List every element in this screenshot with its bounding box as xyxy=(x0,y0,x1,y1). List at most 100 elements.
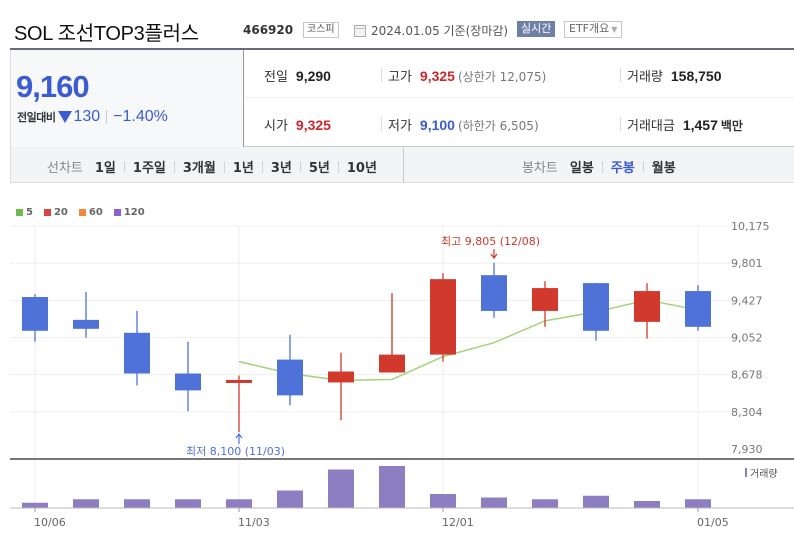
chart-legend: 5 20 60 120 xyxy=(16,207,156,218)
legend-swatch xyxy=(113,209,121,216)
volume-bar xyxy=(277,490,303,508)
stat-value: 9,290 xyxy=(295,68,331,84)
tab-weekly[interactable]: 주봉 xyxy=(610,161,635,176)
stat-label: 저가 xyxy=(388,119,412,134)
tab-5years[interactable]: 5년 xyxy=(308,161,330,176)
date-text: 2024.01.05 기준(장마감) xyxy=(371,24,509,38)
x-tick-label: 12/01 xyxy=(442,516,474,529)
candle xyxy=(634,291,660,322)
volume-bar xyxy=(583,495,609,508)
divider xyxy=(642,160,644,173)
down-arrow-icon xyxy=(58,111,73,123)
legend-ma120: 120 xyxy=(113,207,145,218)
calendar-icon xyxy=(354,25,366,37)
stock-title: SOL 조선TOP3플러스 xyxy=(14,23,199,45)
stat-label: 거래량 xyxy=(627,70,663,85)
legend-swatch xyxy=(78,209,86,216)
legend-label: 60 xyxy=(88,207,103,218)
volume-bar xyxy=(22,502,48,508)
stat-label: 전일 xyxy=(264,70,288,85)
tab-1year[interactable]: 1년 xyxy=(232,161,254,176)
y-tick-label: 10,175 xyxy=(731,220,770,233)
stat-label: 고가 xyxy=(388,70,412,85)
line-chart-tabs: 선차트 1일 1주일 3개월 1년 3년 5년 10년 xyxy=(47,157,377,176)
stat-value: 158,750 xyxy=(670,68,722,84)
change-value: 130 xyxy=(73,108,101,125)
candle-chart-tabs: 봉차트 일봉 주봉 월봉 xyxy=(522,157,676,176)
upper-limit: (상한가 12,075) xyxy=(457,70,547,84)
divider xyxy=(381,68,382,82)
volume-label: 거래량 xyxy=(750,468,778,480)
legend-swatch xyxy=(16,209,23,216)
stat-label: 시가 xyxy=(264,119,288,134)
low-annotation: 최저 8,100 (11/03) xyxy=(186,445,285,458)
divider xyxy=(620,68,621,82)
candle-chart-label: 봉차트 xyxy=(522,161,558,176)
y-tick-label: 8,304 xyxy=(731,406,763,419)
legend-label: 5 xyxy=(26,207,33,218)
divider xyxy=(173,160,175,173)
volume-bar xyxy=(481,497,507,508)
stats-row: 시가 9,325 저가 9,100 (하한가 6,505) 거래대금 1,457… xyxy=(245,99,794,147)
candle xyxy=(175,373,201,391)
chart-period-bar: 선차트 1일 1주일 3개월 1년 3년 5년 10년 봉차트 일봉 주봉 월봉 xyxy=(10,147,794,183)
stat-unit: 백만 xyxy=(720,119,743,133)
volume-bar xyxy=(73,499,99,508)
etf-overview-button[interactable]: ETF개요 ▼ xyxy=(564,21,623,38)
price-summary: 9,160 전일대비 130 −1.40% 전일 9,290 고가 9,325 … xyxy=(10,50,794,147)
legend-ma60: 60 xyxy=(78,207,103,218)
candle xyxy=(73,319,99,329)
chevron-down-icon: ▼ xyxy=(611,25,618,34)
chart-canvas: 10,175 9,801 9,427 9,052 8,678 8,304 7,930 최고 9… xyxy=(10,220,794,529)
stock-code: 466920 xyxy=(243,23,294,37)
legend-swatch xyxy=(43,209,51,216)
realtime-button[interactable]: 실시간 xyxy=(517,21,556,37)
tab-1week[interactable]: 1주일 xyxy=(132,161,166,176)
candle xyxy=(685,291,711,327)
legend-ma20: 20 xyxy=(43,207,68,218)
tab-monthly[interactable]: 월봉 xyxy=(651,161,676,176)
change-label: 전일대비 xyxy=(17,111,56,124)
x-tick-label: 10/06 xyxy=(34,516,66,529)
x-tick-label: 01/05 xyxy=(697,516,729,529)
divider xyxy=(337,160,339,173)
tab-daily[interactable]: 일봉 xyxy=(569,161,594,176)
stat-value: 1,457 xyxy=(682,117,718,133)
divider xyxy=(106,110,108,124)
change-percent: −1.40% xyxy=(113,108,168,125)
stat-low: 저가 9,100 (하한가 6,505) xyxy=(388,115,539,134)
divider xyxy=(620,117,621,131)
stats-table: 전일 9,290 고가 9,325 (상한가 12,075) 거래량 158,7… xyxy=(245,50,794,147)
legend-label: 120 xyxy=(123,207,145,218)
divider xyxy=(601,160,603,173)
stat-high: 고가 9,325 (상한가 12,075) xyxy=(388,66,546,85)
candle xyxy=(277,359,303,396)
stat-open: 시가 9,325 xyxy=(264,115,331,134)
candle xyxy=(124,332,150,374)
volume-bar xyxy=(226,499,252,508)
lower-limit: (하한가 6,505) xyxy=(457,119,539,133)
high-annotation: 최고 9,805 (12/08) xyxy=(441,235,540,248)
tab-3months[interactable]: 3개월 xyxy=(182,161,216,176)
y-tick-label: 9,801 xyxy=(731,257,763,270)
current-price-box: 9,160 전일대비 130 −1.40% xyxy=(10,50,244,147)
stock-header: SOL 조선TOP3플러스 466920 코스피 2024.01.05 기준(장… xyxy=(10,0,794,50)
stats-row: 전일 9,290 고가 9,325 (상한가 12,075) 거래량 158,7… xyxy=(245,50,794,98)
stat-value: 9,325 xyxy=(419,68,455,84)
legend-label: 20 xyxy=(53,207,68,218)
divider xyxy=(381,117,382,131)
y-tick-label: 9,052 xyxy=(731,332,763,345)
stat-volume: 거래량 158,750 xyxy=(627,66,722,85)
stat-label: 거래대금 xyxy=(627,119,675,134)
y-tick-label: 7,930 xyxy=(731,443,763,456)
divider xyxy=(223,160,225,173)
volume-bar xyxy=(430,494,456,508)
tab-10years[interactable]: 10년 xyxy=(346,161,377,176)
tab-1day[interactable]: 1일 xyxy=(94,161,116,176)
current-price: 9,160 xyxy=(16,69,90,104)
candle xyxy=(430,279,456,355)
y-tick-label: 9,427 xyxy=(731,294,763,307)
volume-bar xyxy=(634,501,660,508)
tab-3years[interactable]: 3년 xyxy=(270,161,292,176)
line-chart-label: 선차트 xyxy=(47,161,83,176)
